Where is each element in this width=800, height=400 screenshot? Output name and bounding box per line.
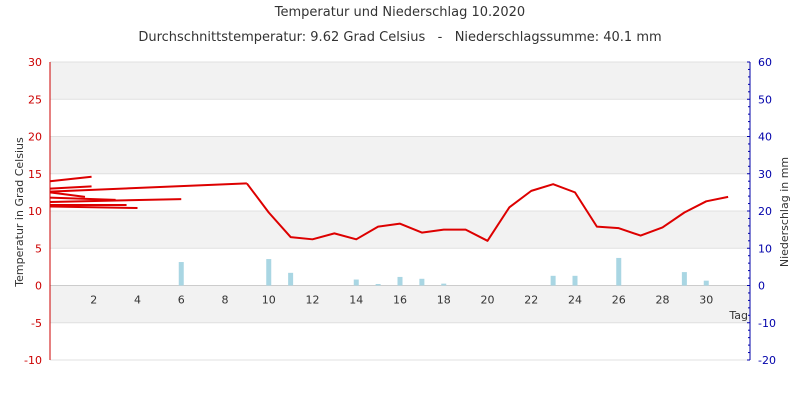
chart-title: Temperatur und Niederschlag 10.2020 [274, 5, 525, 20]
y-right-tick-label: 0 [758, 280, 765, 293]
temperature-overlay-stroke [49, 191, 86, 198]
x-tick-label: 14 [349, 294, 363, 307]
precipitation-bar [616, 257, 622, 286]
precipitation-bar [681, 272, 687, 286]
temperature-overlay-stroke [49, 175, 92, 183]
temperature-lines [49, 175, 729, 242]
precipitation-bar [572, 275, 578, 286]
y-left-tick-label: 10 [28, 205, 42, 218]
plot-bands [50, 62, 750, 323]
x-tick-label: 20 [481, 294, 495, 307]
x-tick-label: 2 [90, 294, 97, 307]
x-tick-label: 24 [568, 294, 582, 307]
precipitation-bar [375, 284, 381, 286]
precipitation-bar [266, 259, 272, 286]
y-left-tick-label: 5 [35, 242, 42, 255]
precipitation-bar [703, 280, 709, 286]
x-tick-label: 18 [437, 294, 451, 307]
y-right-tick-label: -10 [758, 317, 776, 330]
x-tick-label: 28 [656, 294, 670, 307]
y-axis-left-label: Temperatur in Grad Celsius [13, 137, 26, 288]
y-right-tick-label: 10 [758, 242, 772, 255]
precipitation-bar [353, 279, 359, 286]
y-right-tick-label: 30 [758, 168, 772, 181]
precipitation-bar [397, 276, 403, 286]
precipitation-bar [550, 275, 556, 286]
y-left-tick-label: 30 [28, 56, 42, 69]
plot-band [50, 285, 750, 323]
precipitation-bar [419, 278, 425, 286]
precipitation-bars [178, 257, 709, 286]
plot-band [50, 211, 750, 249]
x-axis-label: Tag [728, 309, 748, 322]
y-right-tick-label: 60 [758, 56, 772, 69]
y-right-tick-label: 50 [758, 93, 772, 106]
temperature-overlay-stroke [49, 196, 116, 201]
y-left-tick-label: 20 [28, 131, 42, 144]
precipitation-bar [288, 272, 294, 286]
temperature-overlay-stroke [49, 185, 92, 190]
chart-subtitle: Durchschnittstemperatur: 9.62 Grad Celsi… [138, 30, 661, 45]
y-right-tick-label: 40 [758, 131, 772, 144]
y-left-tick-label: -10 [24, 354, 42, 367]
temperature-overlay-stroke [49, 205, 138, 210]
x-tick-label: 26 [612, 294, 626, 307]
y-left-tick-label: -5 [31, 317, 42, 330]
precipitation-bar [178, 262, 184, 286]
y-left-tick-label: 15 [28, 168, 42, 181]
temperature-overlay-stroke [49, 182, 247, 193]
x-tick-label: 16 [393, 294, 407, 307]
x-tick-label: 12 [306, 294, 320, 307]
plot-band [50, 62, 750, 100]
y-right-tick-label: -20 [758, 354, 776, 367]
axes [49, 61, 751, 361]
y-axis-right-label: Niederschlag in mm [778, 157, 791, 267]
y-left-tick-label: 0 [35, 280, 42, 293]
x-tick-label: 10 [262, 294, 276, 307]
x-tick-label: 8 [222, 294, 229, 307]
y-right-tick-label: 20 [758, 205, 772, 218]
x-tick-label: 22 [524, 294, 538, 307]
x-tick-label: 6 [178, 294, 185, 307]
temperature-overlay-stroke [49, 198, 182, 204]
temperature-line [246, 182, 729, 242]
plot-band [50, 136, 750, 174]
y-left-tick-label: 25 [28, 93, 42, 106]
x-tick-label: 30 [699, 294, 713, 307]
x-tick-label: 4 [134, 294, 141, 307]
precipitation-bar [441, 283, 447, 286]
